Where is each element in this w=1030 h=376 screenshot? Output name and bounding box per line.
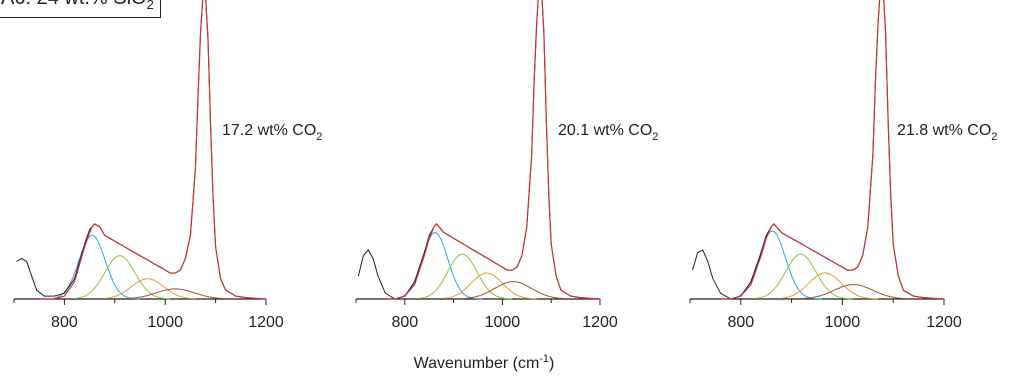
co2-annotation: 20.1 wt% CO2 <box>558 122 658 143</box>
x-tick-label: 1000 <box>485 314 521 331</box>
spectrum-panel-2: 800 1000 1200 20.1 wt% CO2 <box>355 0 658 331</box>
x-tick-label: 1200 <box>582 314 618 331</box>
fit-component-2 <box>74 255 171 300</box>
fit-component-2 <box>755 253 853 300</box>
fit-component-1 <box>54 235 140 300</box>
fit-curve <box>720 0 945 300</box>
fit-component-3 <box>104 278 196 300</box>
x-tick-label: 1000 <box>147 314 183 331</box>
x-tick-label: 1200 <box>926 314 962 331</box>
fit-component-1 <box>730 230 823 300</box>
fit-component-4 <box>463 281 566 300</box>
x-tick-label: 1000 <box>825 314 861 331</box>
co2-annotation: 21.8 wt% CO2 <box>897 122 997 143</box>
fit-component-1 <box>394 231 483 300</box>
fit-component-4 <box>801 284 909 300</box>
x-tick-label: 800 <box>51 314 78 331</box>
co2-annotation: 17.2 wt% CO2 <box>222 122 322 143</box>
fit-component-4 <box>124 288 226 300</box>
x-tick-label: 1200 <box>248 314 284 331</box>
x-tick-label: 800 <box>727 314 754 331</box>
fit-component-3 <box>781 272 879 300</box>
fit-component-2 <box>419 253 513 300</box>
x-axis-title: Wavenumber (cm-1) <box>414 353 555 372</box>
raw-spectrum <box>16 0 267 300</box>
fit-curve <box>39 0 267 300</box>
panel-label: A6. 24 wt.% SiO2 <box>0 0 161 18</box>
x-tick-label: 800 <box>391 314 418 331</box>
spectrum-panel-3: 800 1000 1200 21.8 wt% CO2 <box>689 0 997 331</box>
spectrum-panel-1: 800 1000 1200 17.2 wt% CO2 <box>13 0 322 331</box>
fit-component-3 <box>443 272 537 300</box>
fit-curve <box>385 0 601 300</box>
